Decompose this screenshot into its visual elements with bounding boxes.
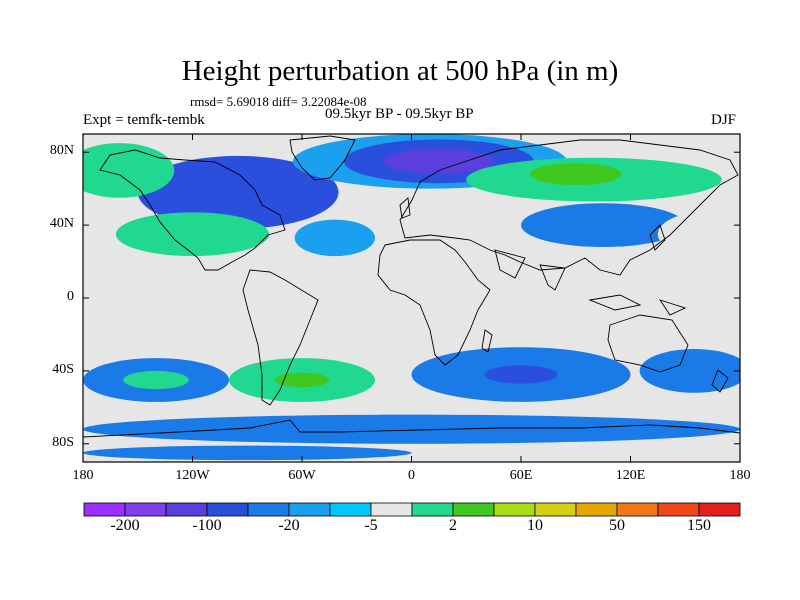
anomaly-region [83,414,740,444]
anomaly-region [451,239,518,258]
x-tick-label: 120W [175,468,210,483]
colorbar-swatch [698,502,741,517]
anomaly-region [521,203,686,247]
season-label: DJF [711,112,737,128]
colorbar-label: -5 [364,517,378,534]
axis-ticks [82,134,741,462]
y-tick-label: 80N [49,143,74,159]
anomaly-region [384,148,494,175]
anomaly-region [530,163,622,186]
period-text: 09.5kyr BP - 09.5kyr BP [325,106,474,122]
x-tick-label: 0 [408,468,415,483]
anomaly-region [128,332,220,355]
plot-title: Height perturbation at 500 hPa (in m) [181,55,619,87]
experiment-label: Expt = temfk-tembk [83,112,205,128]
anomaly-region [123,370,189,390]
x-tick-label: 60E [509,468,533,483]
y-tick-label: 40S [52,361,74,377]
colorbar-swatch [534,502,577,517]
anomaly-region [438,336,476,351]
x-tick-label: 60W [288,468,316,483]
colorbar-swatch [411,502,454,517]
colorbar-label: -200 [110,517,140,534]
y-tick-label: 80S [52,434,74,450]
colorbar-label: 150 [687,517,711,534]
colorbar-swatch [206,502,249,517]
anomaly-field [83,134,740,462]
anomaly-region [274,372,330,388]
x-tick-label: 180 [72,468,94,483]
colorbar [83,502,741,517]
anomaly-region [137,155,339,229]
stats-text: rmsd= 5.69018 diff= 3.22084e-08 [190,94,367,109]
colorbar-swatch [329,502,372,517]
colorbar-label: 50 [609,517,625,534]
y-tick-label: 0 [67,289,74,304]
colorbar-swatch [288,502,331,517]
anomaly-region [83,445,412,461]
anomaly-region [657,212,740,257]
anomaly-region [484,365,558,384]
x-tick-label: 180 [729,468,751,483]
colorbar-swatch [370,502,413,517]
colorbar-swatch [616,502,659,517]
anomaly-region [639,349,740,393]
colorbar-swatch [124,502,167,517]
colorbar-swatch [165,502,208,517]
colorbar-swatch [83,502,126,517]
colorbar-label: 2 [449,517,457,534]
coastlines [83,135,740,438]
colorbar-swatch [657,502,700,517]
anomaly-region [115,212,270,257]
colorbar-swatch [493,502,536,517]
colorbar-label: -20 [278,517,300,534]
y-tick-label: 40N [49,216,74,232]
anomaly-region [83,143,175,198]
x-tick-label: 120E [615,468,646,483]
colorbar-label: -100 [192,517,222,534]
anomaly-region [294,219,375,257]
colorbar-swatch [247,502,290,517]
colorbar-label: 10 [527,517,543,534]
colorbar-swatch [452,502,495,517]
colorbar-swatch [575,502,618,517]
